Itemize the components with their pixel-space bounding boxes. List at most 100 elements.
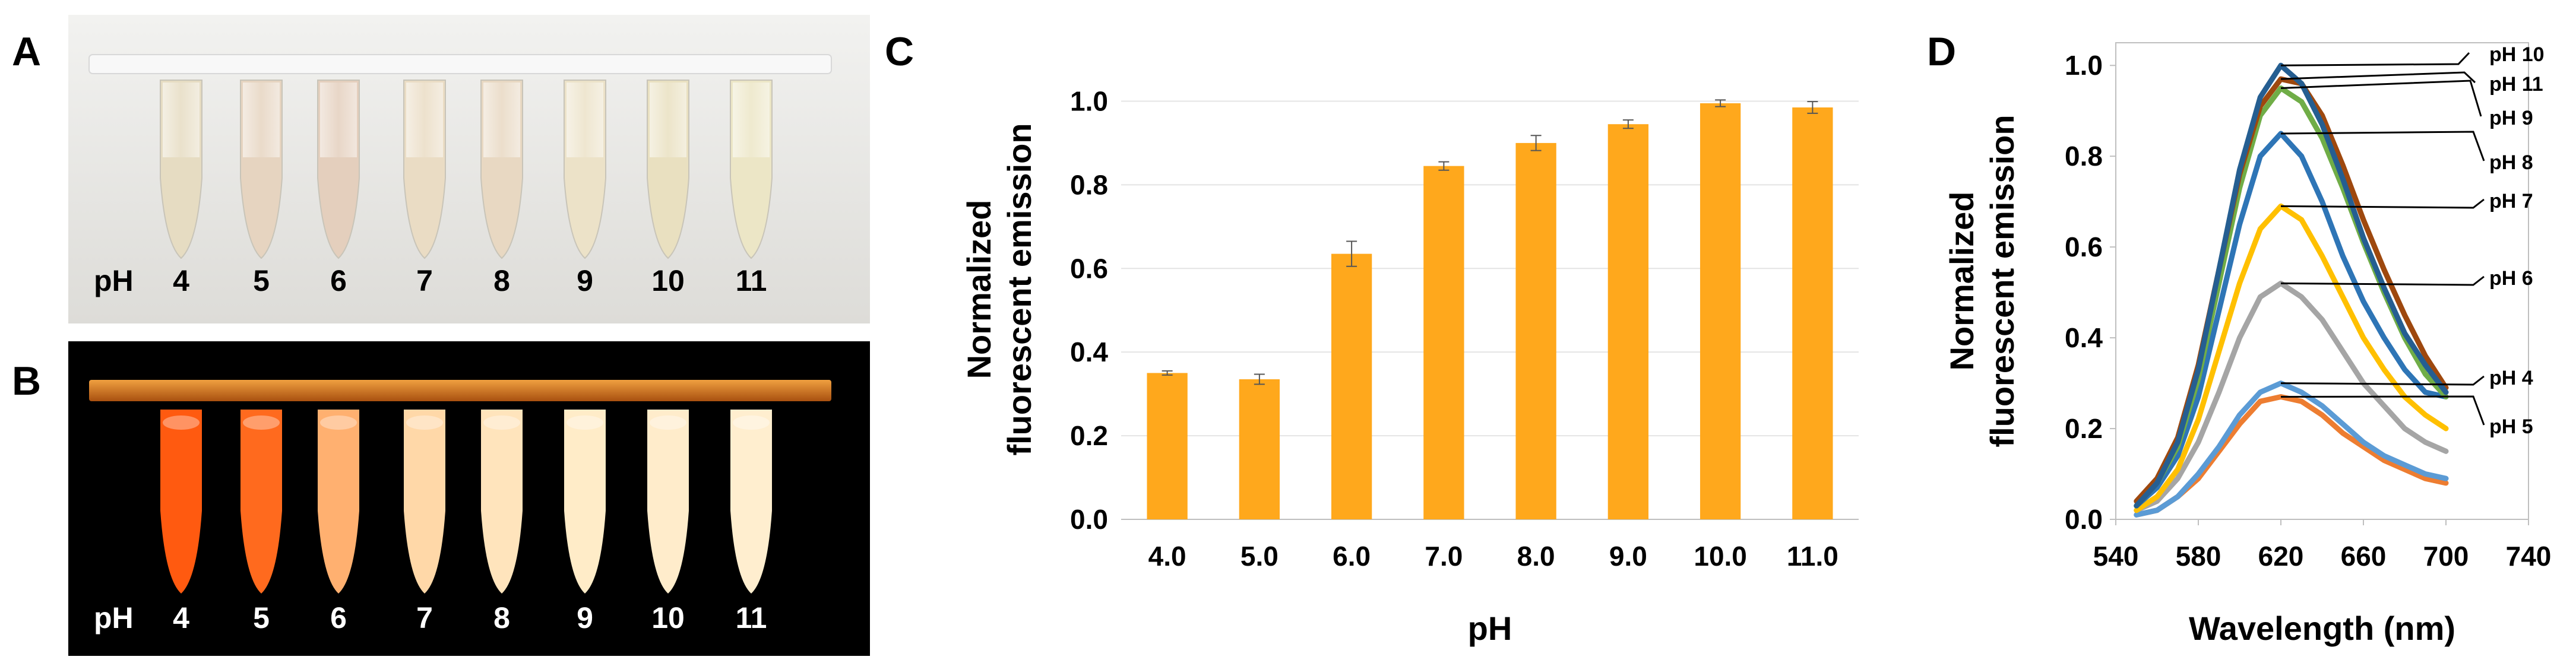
series-label: pH 8	[2489, 151, 2533, 174]
bar	[1792, 107, 1833, 520]
tube-label-a: 5	[253, 264, 270, 297]
plot-frame	[2115, 42, 2529, 520]
bar	[1700, 103, 1741, 519]
tubes-a	[160, 80, 773, 259]
x-tick-label: 6.0	[1333, 541, 1371, 572]
tube-b	[318, 410, 359, 594]
y-tick-label: 0.8	[2065, 141, 2103, 172]
bar	[1515, 142, 1556, 520]
tube-label-b: 10	[651, 601, 685, 635]
y-axis-title: Normalized fluorescent emission	[1943, 115, 2021, 447]
panel-c: C 0.0 0.2 0.4 0.6 0.8 1.0 4.0 5.0 6.0 7.0 8.0 9.0 10…	[885, 29, 1859, 647]
tube-labels-b: pH 4 5 6 7 8 9 10 11	[94, 601, 767, 635]
x-tick-label: 5.0	[1240, 541, 1278, 572]
tube-b	[160, 410, 202, 594]
tube-glass	[320, 83, 357, 157]
tube-label-b: 11	[736, 601, 767, 635]
tube-glow	[243, 415, 280, 430]
y-tick-label: 0.4	[2065, 322, 2103, 353]
tube-label-b: 7	[416, 601, 433, 635]
series-line	[2134, 280, 2449, 513]
tube-glow	[483, 415, 520, 430]
tube-strip-a	[88, 54, 832, 74]
bar	[1423, 166, 1464, 520]
y-tick-label: 0.4	[1070, 337, 1108, 367]
tube-label-a: 7	[416, 264, 433, 297]
tube-glow	[650, 415, 686, 430]
series-label: pH 11	[2489, 73, 2543, 96]
panel-d: D 0.0 0.2 0.4 0.6 0.8 1.0 540 580 620 660 700 740 pH…	[1927, 29, 2551, 647]
x-tick-label: 10.0	[1694, 541, 1747, 572]
tube-glow	[733, 415, 770, 430]
ph-prefix-a: pH	[94, 264, 134, 297]
tube-label-a: 8	[493, 264, 510, 297]
tube-label-a: 9	[577, 264, 593, 297]
tube-glass	[567, 83, 603, 157]
bar	[1331, 253, 1372, 519]
y-tick-label: 1.0	[2065, 50, 2103, 81]
x-tick-label: 7.0	[1425, 541, 1463, 572]
x-tick-label: 740	[2506, 541, 2552, 572]
callout-line	[2280, 131, 2485, 161]
y-axis-title-line: fluorescent emission	[1983, 115, 2021, 447]
callout-line	[2280, 198, 2485, 209]
panel-letter-c: C	[885, 29, 914, 74]
y-axis-title: Normalized fluorescent emission	[960, 123, 1038, 455]
y-axis-title-line: fluorescent emission	[1001, 123, 1038, 455]
series-label: pH 6	[2489, 267, 2533, 290]
panel-letter-d: D	[1927, 29, 1956, 74]
x-tick-label: 580	[2176, 541, 2221, 572]
series-line	[2134, 380, 2449, 518]
tube-glass	[483, 83, 520, 157]
y-tick-label: 0.0	[1070, 504, 1108, 535]
tube-glow	[163, 415, 200, 430]
callout-line	[2280, 52, 2470, 66]
y-tick-label: 0.2	[1070, 420, 1108, 451]
bar	[1607, 124, 1649, 520]
tube-label-b: 4	[173, 601, 189, 635]
series-label: pH 10	[2489, 43, 2545, 66]
series-label: pH 9	[2489, 107, 2533, 129]
tube-glass	[406, 83, 443, 157]
tube-glow	[406, 415, 443, 430]
tube-label-a: 6	[330, 264, 347, 297]
y-tick-label: 0.8	[1070, 169, 1108, 200]
tube-label-a: 4	[173, 264, 189, 297]
tube-strip-b	[89, 380, 831, 401]
tube-label-b: 6	[330, 601, 347, 635]
tube-b	[481, 410, 523, 594]
y-axis-title-line: Normalized	[960, 200, 998, 379]
x-tick-label: 4.0	[1148, 541, 1186, 572]
x-tick-label: 700	[2423, 541, 2469, 572]
series-label: pH 5	[2489, 415, 2533, 438]
y-tick-label: 0.6	[2065, 231, 2103, 262]
x-tick-label: 11.0	[1787, 541, 1838, 572]
tube-label-b: 8	[493, 601, 510, 635]
x-axis-title: pH	[1468, 610, 1512, 647]
tube-b	[647, 410, 689, 594]
tube-b	[564, 410, 606, 594]
callout-line	[2280, 80, 2482, 117]
callout-line	[2280, 395, 2485, 426]
tube-glass	[733, 83, 770, 157]
tube-glow	[567, 415, 603, 430]
tube-b	[404, 410, 445, 594]
series-label: pH 4	[2489, 367, 2533, 389]
tube-glass	[163, 83, 200, 157]
tube-labels-a: pH 4 5 6 7 8 9 10 11	[94, 264, 767, 297]
tube-glass	[243, 83, 280, 157]
callout-line	[2280, 375, 2485, 386]
tube-b	[730, 410, 772, 594]
y-tick-label: 0.0	[2065, 504, 2103, 535]
callout-line	[2280, 71, 2476, 84]
callout-line	[2280, 275, 2485, 286]
x-tick-label: 8.0	[1517, 541, 1555, 572]
panel-b: B pH 4 5 6 7 8 9 10 11	[12, 341, 870, 656]
tube-label-a: 10	[651, 264, 685, 297]
x-tick-label: 540	[2093, 541, 2139, 572]
y-axis-title-line: Normalized	[1943, 192, 1980, 371]
tube-label-b: 5	[253, 601, 270, 635]
y-tick-label: 0.2	[2065, 413, 2103, 444]
tube-b	[240, 410, 282, 594]
